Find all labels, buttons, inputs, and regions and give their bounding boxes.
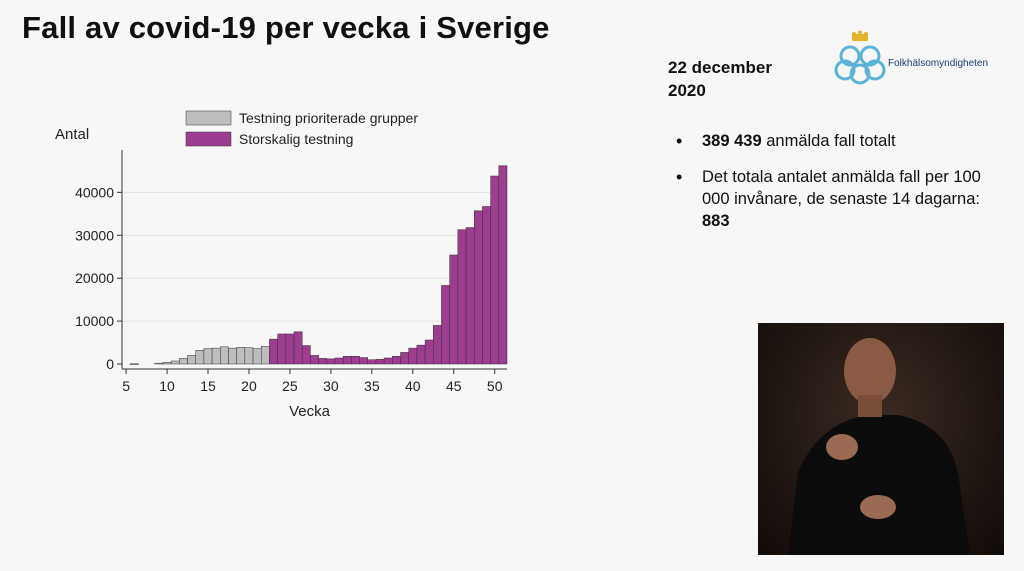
bar [211,347,221,365]
y-tick-label: 10000 [75,313,114,329]
bar [342,356,352,365]
date-day-month: 22 december [668,58,772,77]
logo-text: Folkhälsomyndigheten [888,58,989,69]
bar [465,227,475,365]
bar [187,355,196,365]
bar [392,356,401,365]
y-tick-label: 30000 [75,227,114,243]
bar [326,358,336,365]
y-axis-label: Antal [55,126,89,143]
bar [424,339,434,365]
total-cases-value: 389 439 [702,132,762,150]
bar [498,165,508,365]
x-tick-label: 25 [282,378,298,394]
summary-list: 389 439 anmälda fall totalt Det totala a… [676,130,996,246]
page-title: Fall av covid-19 per vecka i Sverige [22,10,550,45]
bar [228,347,237,365]
date-year: 2020 [668,81,706,100]
x-tick-label: 15 [200,378,216,394]
bar [220,346,229,365]
bar [334,357,344,365]
x-tick-label: 20 [241,378,257,394]
bar [269,338,278,365]
legend-label: Testning prioriterade grupper [239,110,418,126]
logo-emblem-icon [834,30,886,85]
list-item: Det totala antalet anmälda fall per 100 … [676,166,996,232]
bar [162,362,172,365]
x-tick-label: 30 [323,378,339,394]
cases-chart: 0 10000 20000 30000 40000 5 10 15 20 25 30 35 40 45 50… [40,100,520,440]
sign-language-interpreter-video [758,323,1004,555]
bar [244,347,254,365]
bar [449,254,459,365]
y-tick-label: 40000 [75,184,114,200]
bar [293,331,303,365]
bar [400,352,409,365]
bar [408,347,418,365]
legend-swatch [185,131,232,147]
x-tick-label: 50 [487,378,503,394]
bar [261,346,270,365]
bar [441,285,450,365]
bar [301,345,311,365]
x-axis-label: Vecka [289,403,331,420]
x-tick-label: 10 [159,378,175,394]
bar [179,358,188,365]
bar [482,206,491,365]
bar [170,360,180,365]
bar [457,229,467,365]
legend-label: Storskalig testning [239,131,353,147]
bar [285,333,295,365]
bar [351,356,360,365]
legend-swatch [185,110,232,126]
bar [277,333,287,365]
total-cases-text: anmälda fall totalt [761,132,896,150]
bar [433,325,442,365]
y-tick-label: 0 [106,356,114,372]
bar [416,344,426,365]
bar [203,348,213,365]
bar [252,348,262,365]
y-tick-label: 20000 [75,270,114,286]
bar [310,355,319,365]
bar [154,362,164,365]
bar-chart-svg: 0 10000 20000 30000 40000 5 10 15 20 25 30 35 40 45 50… [55,110,508,420]
bar [375,359,385,365]
incidence-value: 883 [702,212,730,230]
bar [367,359,377,365]
list-item: 389 439 anmälda fall totalt [676,130,996,152]
bar [473,210,483,365]
x-tick-label: 45 [446,378,462,394]
bar [318,358,328,365]
x-tick-label: 35 [364,378,380,394]
bar [359,357,368,365]
report-date: 22 december 2020 [668,56,808,102]
folkhalsomyndigheten-logo: Folkhälsomyndigheten [832,30,1012,90]
interpreter-figure-icon [788,338,970,555]
incidence-text: Det totala antalet anmälda fall per 100 … [702,168,981,208]
bar [195,350,205,365]
bar [383,357,393,365]
x-tick-label: 40 [405,378,421,394]
bar [129,363,139,365]
bar [490,175,500,365]
x-tick-label: 5 [122,378,130,394]
bar [236,347,246,365]
